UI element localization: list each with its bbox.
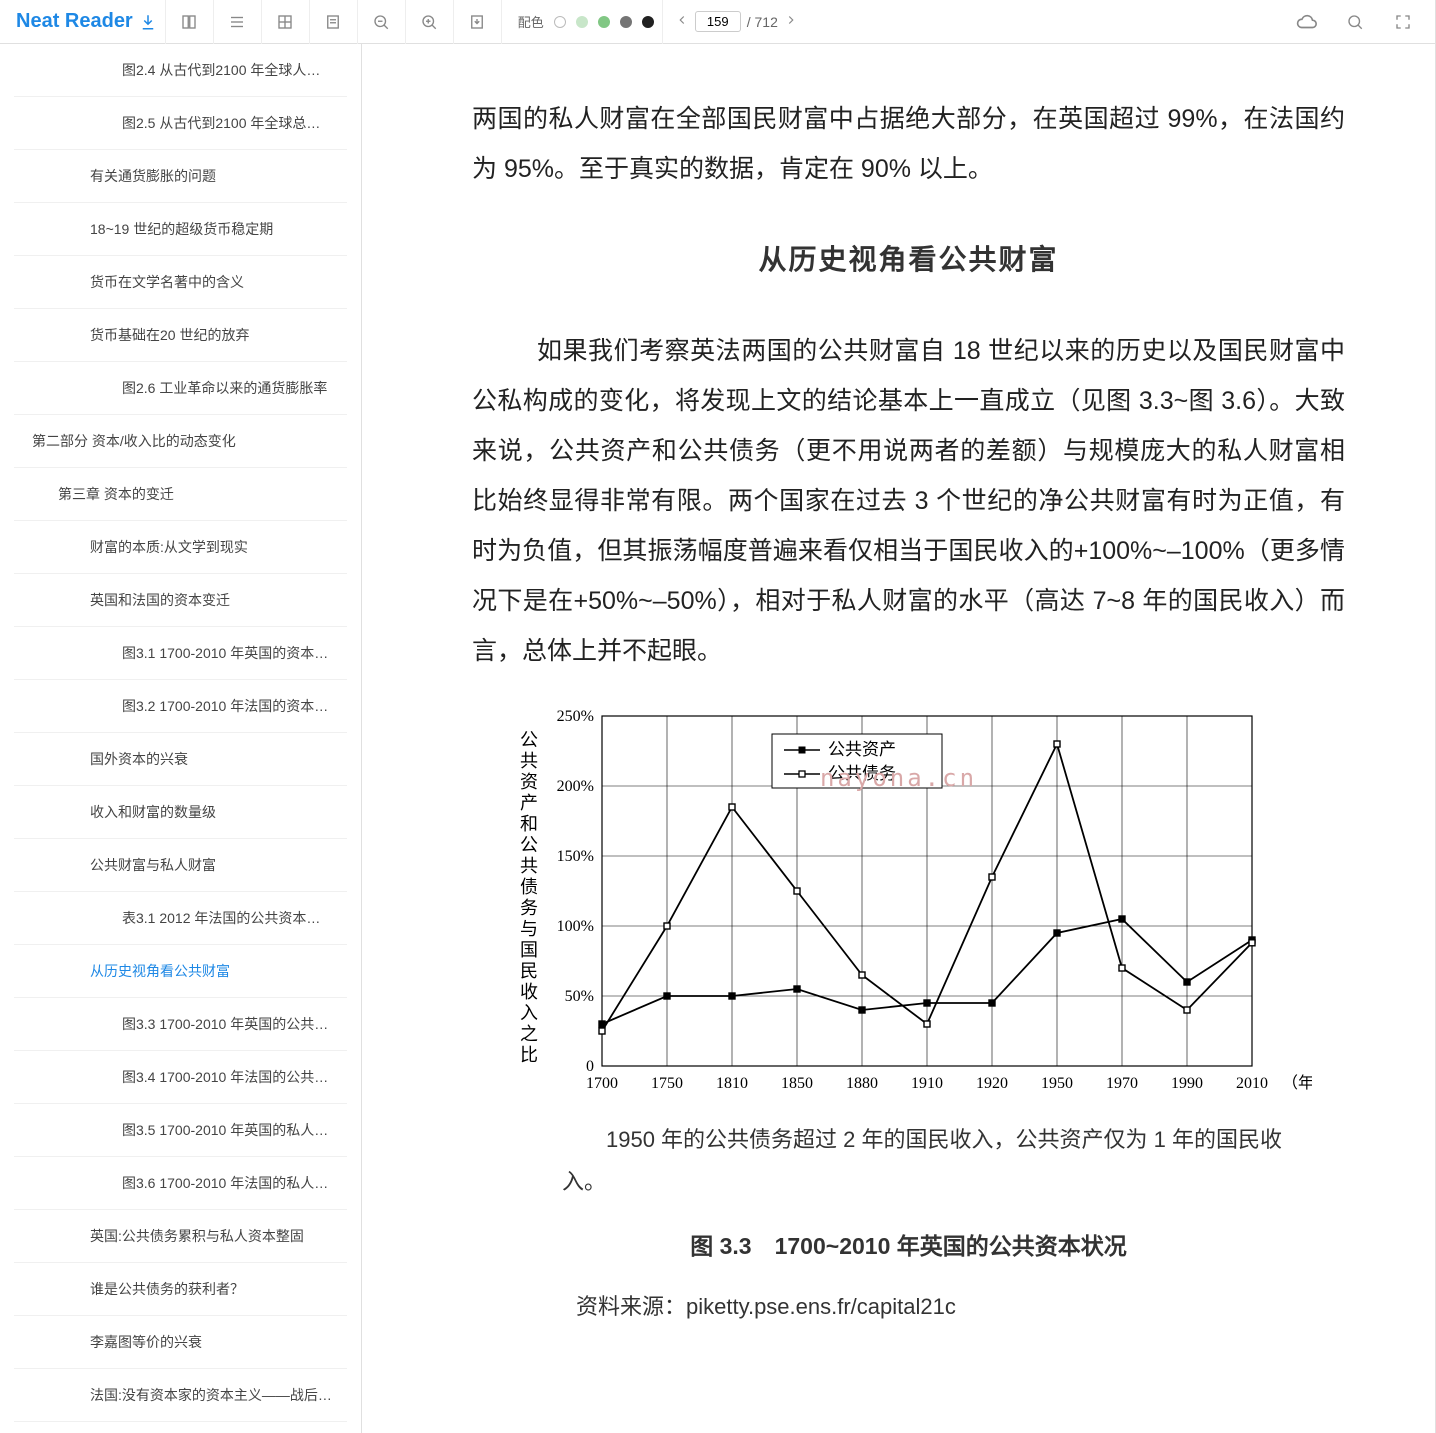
svg-text:公: 公 [520,835,538,855]
toolbar: Neat Reader 配色 / 712 [0,0,1435,44]
chart-figure: 0 50% 100% 150% 200% 250% 1700 1750 1810 1850 1880… [502,706,1345,1109]
svg-text:1920: 1920 [976,1075,1008,1092]
prev-page-button[interactable] [675,13,689,30]
toc-item[interactable]: 有关通货膨胀的问题 [14,150,347,203]
palette-dot[interactable] [554,16,566,28]
svg-text:和: 和 [520,814,538,834]
svg-text:比: 比 [520,1045,538,1065]
app-brand[interactable]: Neat Reader [8,10,165,33]
svg-text:1750: 1750 [651,1075,683,1092]
toc-item[interactable]: 18~19 世纪的超级货币稳定期 [14,203,347,256]
svg-text:国: 国 [520,940,538,960]
next-page-button[interactable] [784,13,798,30]
toc-item[interactable]: 表3.1 2012 年法国的公共资本与… [14,892,347,945]
paragraph: 两国的私人财富在全部国民财富中占据绝大部分，在英国超过 99%，在法国约为 95… [472,94,1345,194]
svg-text:资: 资 [520,772,538,792]
toc-item[interactable]: 图3.4 1700-2010 年法国的公共资… [14,1051,347,1104]
svg-text:1990: 1990 [1171,1075,1203,1092]
palette-dot[interactable] [598,16,610,28]
toc-item[interactable]: 第三章 资本的变迁 [14,468,347,521]
toc-item[interactable]: 图3.3 1700-2010 年英国的公共资… [14,998,347,1051]
download-button[interactable] [453,0,501,44]
toc-item[interactable]: 国外资本的兴衰 [14,733,347,786]
svg-text:200%: 200% [557,778,594,795]
chart-caption: 图 3.3 1700~2010 年英国的公共资本状况 [472,1227,1345,1261]
svg-text:之: 之 [520,1024,538,1044]
page-total: / 712 [747,14,778,30]
svg-text:共: 共 [520,856,538,876]
toc-item[interactable]: 货币基础在20 世纪的放弃 [14,309,347,362]
toc-item[interactable]: 图3.5 1700-2010 年英国的私人资… [14,1104,347,1157]
section-heading: 从历史视角看公共财富 [472,238,1345,278]
toc-item[interactable]: 英国:公共债务累积与私人资本整固 [14,1210,347,1263]
page-nav: / 712 [662,0,810,44]
svg-text:1700: 1700 [586,1075,618,1092]
svg-text:2010: 2010 [1236,1075,1268,1092]
svg-text:0: 0 [586,1058,594,1075]
svg-text:1910: 1910 [911,1075,943,1092]
svg-text:50%: 50% [565,988,594,1005]
svg-text:与: 与 [520,919,538,939]
palette-dot[interactable] [620,16,632,28]
chart-svg: 0 50% 100% 150% 200% 250% 1700 1750 1810 1850 1880… [502,706,1312,1106]
grid-button[interactable] [261,0,309,44]
svg-text:共: 共 [520,751,538,771]
toc-item[interactable]: 图3.1 1700-2010 年英国的资本状况 [14,627,347,680]
svg-text:入: 入 [520,1003,538,1023]
svg-text:民: 民 [520,961,538,981]
toc-item[interactable]: 图3.2 1700-2010 年法国的资本状况 [14,680,347,733]
toc-item[interactable]: 图2.5 从古代到2100 年全球总产… [14,97,347,150]
toc-item[interactable]: 第二部分 资本/收入比的动态变化 [14,415,347,468]
library-button[interactable] [165,0,213,44]
toc-item[interactable]: 图3.6 1700-2010 年法国的私人资… [14,1157,347,1210]
toc-item[interactable]: 收入和财富的数量级 [14,786,347,839]
svg-text:250%: 250% [557,708,594,725]
palette-dot[interactable] [642,16,654,28]
palette-dot[interactable] [576,16,588,28]
svg-text:100%: 100% [557,918,594,935]
brand-text: Neat Reader [16,10,133,33]
notes-button[interactable] [309,0,357,44]
zoom-in-button[interactable] [405,0,453,44]
toc-item[interactable]: 法国:没有资本家的资本主义——战后… [14,1369,347,1422]
toc-item[interactable]: 英国和法国的资本变迁 [14,574,347,627]
search-button[interactable] [1331,0,1379,44]
svg-text:债: 债 [520,877,538,897]
svg-text:1970: 1970 [1106,1075,1138,1092]
svg-text:1850: 1850 [781,1075,813,1092]
paragraph: 如果我们考察英法两国的公共财富自 18 世纪以来的历史以及国民财富中公私构成的变… [472,326,1345,676]
svg-text:（年）: （年） [1282,1074,1312,1092]
svg-text:1880: 1880 [846,1075,878,1092]
svg-text:公共债务: 公共债务 [828,764,896,783]
color-label: 配色 [501,0,554,44]
toc-item[interactable]: 图2.6 工业革命以来的通货膨胀率 [14,362,347,415]
chart-note: 1950 年的公共债务超过 2 年的国民收入，公共资产仅为 1 年的国民收入。 [562,1119,1285,1203]
toc-sidebar[interactable]: 图2.4 从古代到2100 年全球人均…图2.5 从古代到2100 年全球总产…… [0,44,362,1433]
svg-text:150%: 150% [557,848,594,865]
page-input[interactable] [695,11,741,32]
toc-item[interactable]: 财富的本质:从文学到现实 [14,521,347,574]
cloud-button[interactable] [1283,0,1331,44]
fullscreen-button[interactable] [1379,0,1427,44]
toc-item[interactable]: 货币在文学名著中的含义 [14,256,347,309]
svg-text:公: 公 [520,730,538,750]
zoom-out-button[interactable] [357,0,405,44]
toc-item[interactable]: 李嘉图等价的兴衰 [14,1316,347,1369]
toc-item[interactable]: 公共财富与私人财富 [14,839,347,892]
chart-source: 资料来源：piketty.pse.ens.fr/capital21c [532,1289,1345,1321]
svg-text:1810: 1810 [716,1075,748,1092]
reader-content[interactable]: 两国的私人财富在全部国民财富中占据绝大部分，在英国超过 99%，在法国约为 95… [362,44,1435,1433]
toc-item[interactable]: 从历史视角看公共财富 [14,945,347,998]
svg-text:公共资产: 公共资产 [828,740,896,759]
toc-item[interactable]: 图2.4 从古代到2100 年全球人均… [14,44,347,97]
svg-text:产: 产 [520,793,538,813]
toc-item[interactable]: 谁是公共债务的获利者？ [14,1263,347,1316]
palette-dots [554,16,654,28]
svg-text:务: 务 [520,898,538,918]
toc-button[interactable] [213,0,261,44]
svg-text:1950: 1950 [1041,1075,1073,1092]
svg-text:收: 收 [520,982,538,1002]
toc-item[interactable]: 第四章 从旧欧洲到新大陆 [14,1422,347,1433]
